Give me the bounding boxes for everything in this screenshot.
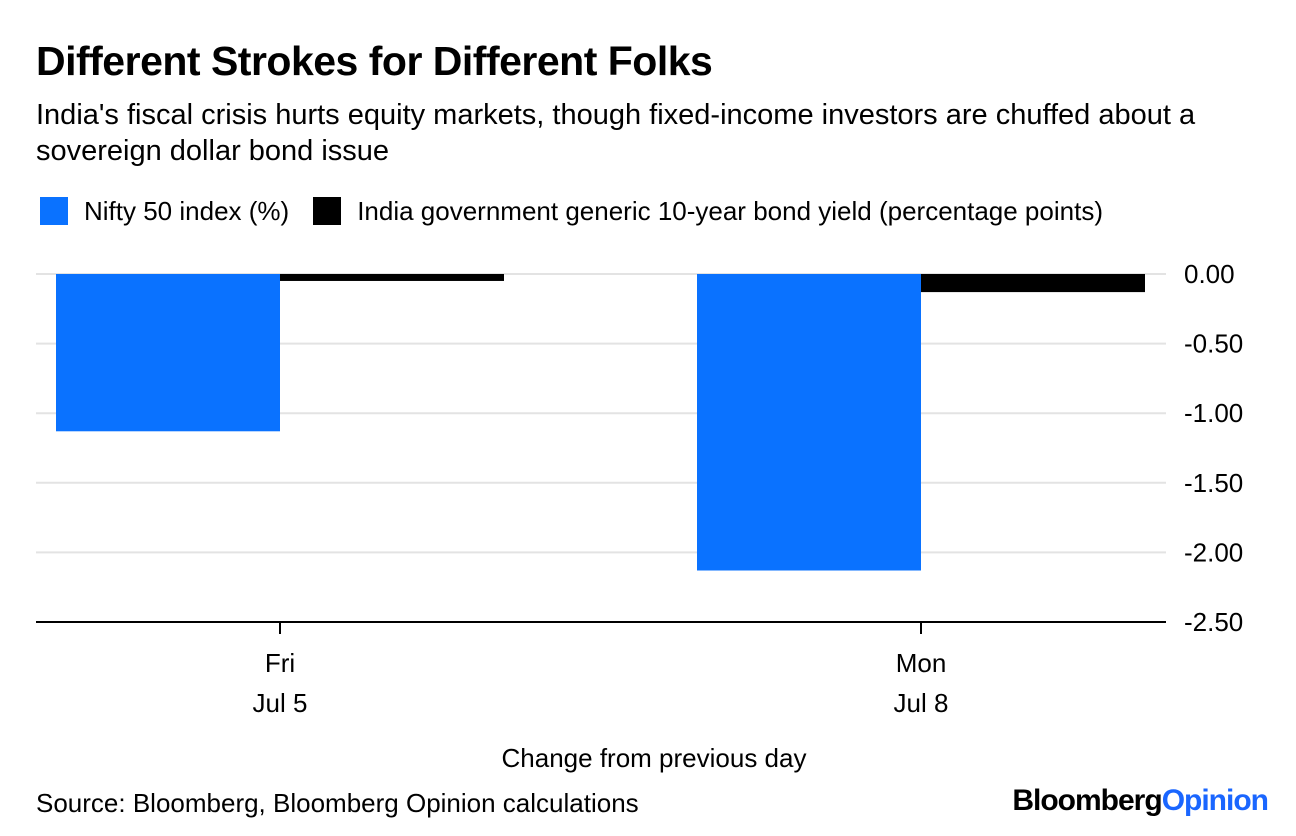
x-axis-label: Change from previous day xyxy=(502,743,807,773)
bars xyxy=(56,274,1145,571)
legend: Nifty 50 index (%) India government gene… xyxy=(40,193,1127,229)
x-tick-label: Jul 8 xyxy=(894,688,949,718)
chart-subtitle: India's fiscal crisis hurts equity marke… xyxy=(36,99,1196,167)
y-tick-label: -2.00 xyxy=(1184,537,1243,567)
legend-label-nifty: Nifty 50 index (%) xyxy=(84,195,290,226)
bar-bond-yield-0 xyxy=(280,274,504,281)
logo-opinion: Opinion xyxy=(1161,784,1269,817)
bloomberg-opinion-logo: BloombergOpinion xyxy=(1012,784,1269,818)
legend-label-bond-yield: India government generic 10-year bond yi… xyxy=(357,195,1103,226)
y-tick-label: -2.50 xyxy=(1184,607,1243,637)
legend-swatch-nifty xyxy=(40,197,68,225)
legend-item-nifty: Nifty 50 index (%) xyxy=(40,196,289,227)
y-tick-label: -1.00 xyxy=(1184,398,1243,428)
bar-nifty-0 xyxy=(56,274,280,432)
legend-item-bond-yield: India government generic 10-year bond yi… xyxy=(313,196,1103,227)
chart-title: Different Strokes for Different Folks xyxy=(36,38,713,84)
bar-nifty-1 xyxy=(697,274,921,571)
logo-bloomberg: Bloomberg xyxy=(1012,784,1162,817)
x-tick-label: Fri xyxy=(265,648,295,678)
legend-swatch-bond-yield xyxy=(313,197,342,225)
x-tick-label: Jul 5 xyxy=(253,688,308,718)
source-note: Source: Bloomberg, Bloomberg Opinion cal… xyxy=(36,788,639,818)
axes: 0.00 -0.50 -1.00 -1.50 -2.00 -2.50 Fri Jul 5 Mon… xyxy=(36,259,1243,718)
bar-bond-yield-1 xyxy=(921,274,1145,293)
y-tick-label: -0.50 xyxy=(1184,329,1243,359)
y-tick-label: 0.00 xyxy=(1184,259,1235,289)
y-tick-label: -1.50 xyxy=(1184,468,1243,498)
x-tick-label: Mon xyxy=(896,648,947,678)
